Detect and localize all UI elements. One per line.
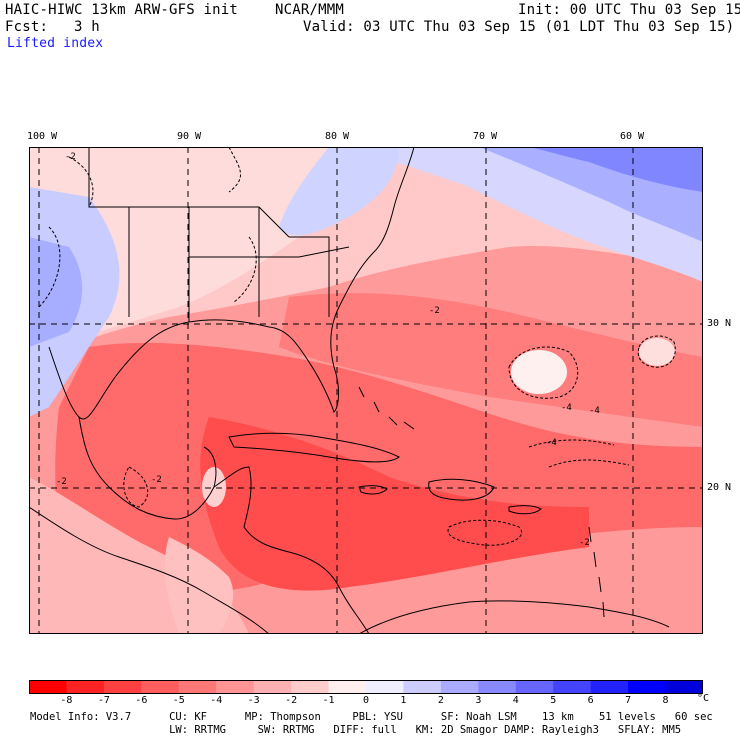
colorbar-cell [66,680,105,694]
contour-label: -2 [65,152,76,162]
colorbar-label: -2 [285,695,298,706]
field-red-core-2 [200,417,590,591]
colorbar-cell [553,680,592,694]
contour-label: -4 [561,403,572,413]
colorbar-cell [440,680,479,694]
org-label: NCAR/MMM [275,2,345,18]
colorbar-label: -6 [135,695,148,706]
colorbar-label: 3 [475,695,482,706]
contour-label: -2 [151,475,162,485]
colorbar-label: -5 [172,695,185,706]
colorbar-cell [328,680,367,694]
contours [38,147,676,546]
colorbar-label: 7 [625,695,632,706]
colorbar-cell [628,680,667,694]
colorbar-cell [665,680,703,694]
lat-label-20n: 20 N [707,482,732,493]
forecast-hour: Fcst: 3 h [5,19,100,35]
colorbar-label: -7 [97,695,110,706]
colorbar-cell [478,680,517,694]
colorbar-cell [403,680,442,694]
field-blue-atlantic-3 [529,147,703,192]
colorbar-label: 0 [362,695,370,706]
colorbar-label: 5 [550,695,557,706]
colorbar-label: 4 [512,695,519,706]
model-title: HAIC-HIWC 13km ARW-GFS init [5,2,238,18]
colorbar-cell [253,680,292,694]
init-time: Init: 00 UTC Thu 03 Sep 15 [518,2,740,18]
contour-label: -2 [429,306,440,316]
colorbar-label: 8 [662,695,669,706]
lon-label-90w: 90 W [176,131,202,142]
lon-label-70w: 70 W [472,131,498,142]
colorbar-cell [103,680,142,694]
field-blue-east [279,147,399,236]
colorbar-label: 6 [587,695,594,706]
colorbar-cell [291,680,330,694]
contour-label: -2 [579,538,590,548]
contour-label: -4 [546,438,557,448]
colorbar-unit: °C [697,693,710,704]
field-pale-patch-1 [511,350,567,394]
lon-label-60w: 60 W [619,131,645,142]
contour-label: -4 [589,406,600,416]
model-info-line2: LW: RRTMG SW: RRTMG DIFF: full KM: 2D Sm… [30,724,682,736]
contour-label: -2 [56,477,67,487]
map-frame [29,147,703,634]
field-blue-west-2 [29,237,83,347]
lifted-index-map: -2 -2 -2 -4 -4 -4 -2 -2 [29,147,703,634]
colorbar-cell [515,680,554,694]
colorbar-cell [216,680,255,694]
colorbar-cell [29,680,67,694]
colorbar-label: -3 [247,695,260,706]
colorbar-cell [366,680,404,694]
field-central-am [164,537,234,634]
field-name: Lifted index [7,36,104,51]
lon-label-80w: 80 W [324,131,350,142]
colorbar-label: -1 [322,695,335,706]
colorbar-cell [178,680,217,694]
colorbar [29,680,703,694]
colorbar-label: -4 [210,695,223,706]
graticule [29,147,703,634]
lat-label-30n: 30 N [707,318,732,329]
field-pale-patch-2 [639,338,675,366]
model-info-line1: Model Info: V3.7 CU: KF MP: Thompson PBL… [30,711,713,723]
colorbar-label: -8 [60,695,73,706]
field-atlantic-mid [279,293,703,427]
contour-labels: -2 -2 -2 -4 -4 -4 -2 -2 [56,152,600,548]
colorbar-label: 2 [437,695,444,706]
colorbar-cell [590,680,629,694]
colorbar-label: 1 [400,695,407,706]
valid-time: Valid: 03 UTC Thu 03 Sep 15 (01 LDT Thu … [303,19,735,35]
colorbar-cell [141,680,180,694]
lon-label-100w: 100 W [26,131,58,142]
